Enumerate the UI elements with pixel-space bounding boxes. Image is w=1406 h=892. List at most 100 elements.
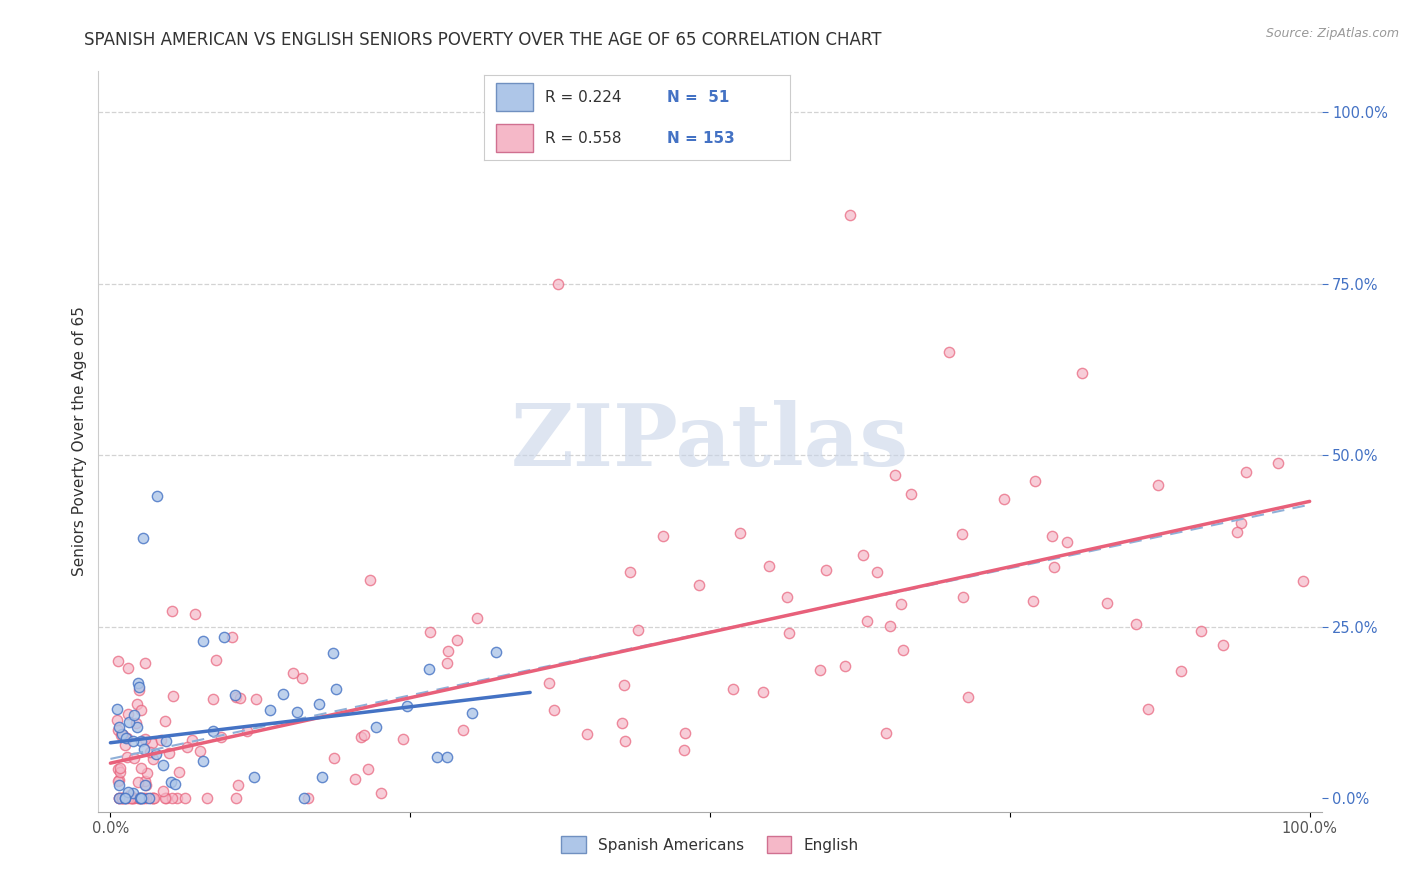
Point (153, 714, 176, 728)
Point (160, 791, 183, 805)
Point (146, 489, 169, 503)
Point (436, 749, 458, 764)
Point (652, 528, 675, 542)
Point (135, 791, 157, 805)
Point (114, 790, 136, 805)
Point (107, 773, 129, 788)
Point (115, 731, 138, 745)
Point (124, 716, 146, 731)
Point (155, 733, 177, 747)
Point (122, 734, 145, 748)
Point (152, 784, 174, 798)
Point (1125, 616, 1147, 631)
Point (131, 761, 153, 775)
Point (259, 703, 281, 717)
Point (134, 741, 156, 756)
Point (952, 590, 974, 604)
Point (129, 703, 152, 717)
Point (950, 527, 973, 541)
Point (127, 791, 149, 805)
Point (157, 746, 180, 760)
Point (273, 688, 295, 702)
Point (110, 761, 132, 775)
Point (201, 723, 224, 738)
Point (391, 732, 413, 747)
Point (543, 704, 565, 718)
Point (142, 791, 165, 805)
Point (688, 578, 710, 592)
Point (547, 277, 569, 291)
Point (127, 675, 149, 690)
Point (612, 716, 634, 731)
Point (1212, 638, 1234, 652)
Point (673, 743, 696, 757)
Point (108, 791, 131, 805)
Point (117, 707, 139, 722)
Point (323, 751, 346, 765)
Point (357, 762, 380, 776)
Point (120, 791, 142, 805)
Point (1056, 535, 1078, 549)
Point (1292, 574, 1315, 589)
Point (134, 773, 156, 788)
Point (322, 646, 344, 660)
Point (114, 791, 136, 805)
Point (370, 786, 392, 800)
Point (613, 734, 636, 748)
Point (673, 726, 696, 740)
Point (311, 770, 333, 784)
Point (224, 688, 246, 702)
Point (285, 706, 308, 720)
Point (127, 720, 149, 734)
Point (115, 791, 138, 805)
Point (105, 702, 128, 716)
Point (132, 531, 155, 545)
Point (485, 645, 508, 659)
Point (758, 559, 780, 574)
Point (281, 665, 304, 680)
Point (350, 730, 373, 744)
Point (114, 738, 136, 752)
Point (122, 707, 145, 722)
Point (1024, 475, 1046, 489)
Point (461, 706, 484, 721)
Text: SPANISH AMERICAN VS ENGLISH SENIORS POVERTY OVER THE AGE OF 65 CORRELATION CHART: SPANISH AMERICAN VS ENGLISH SENIORS POVE… (84, 31, 882, 49)
Point (155, 791, 177, 805)
Point (174, 791, 197, 805)
Point (110, 728, 132, 742)
Point (856, 614, 879, 628)
Point (751, 685, 773, 699)
Legend: Spanish Americans, English: Spanish Americans, English (555, 830, 865, 860)
Point (120, 788, 142, 802)
Point (180, 732, 202, 747)
Point (122, 791, 145, 805)
Point (134, 656, 156, 670)
Point (167, 765, 190, 780)
Point (110, 727, 132, 741)
Point (166, 791, 188, 805)
Point (107, 723, 129, 738)
Point (145, 747, 167, 761)
Point (135, 778, 157, 792)
Point (121, 785, 143, 799)
Point (308, 698, 330, 712)
Point (128, 680, 150, 694)
Point (129, 791, 152, 805)
Point (117, 714, 139, 729)
Text: ZIPatlas: ZIPatlas (510, 400, 910, 483)
Point (107, 791, 129, 805)
Point (808, 664, 831, 678)
Point (366, 720, 388, 734)
Point (160, 604, 183, 618)
Point (225, 791, 247, 805)
Point (155, 791, 177, 805)
Point (143, 791, 166, 805)
Point (297, 791, 319, 805)
Point (221, 630, 243, 644)
Point (1136, 702, 1159, 716)
Point (142, 791, 165, 805)
Point (191, 634, 214, 648)
Point (141, 736, 163, 750)
Point (883, 467, 905, 482)
Point (114, 731, 136, 745)
